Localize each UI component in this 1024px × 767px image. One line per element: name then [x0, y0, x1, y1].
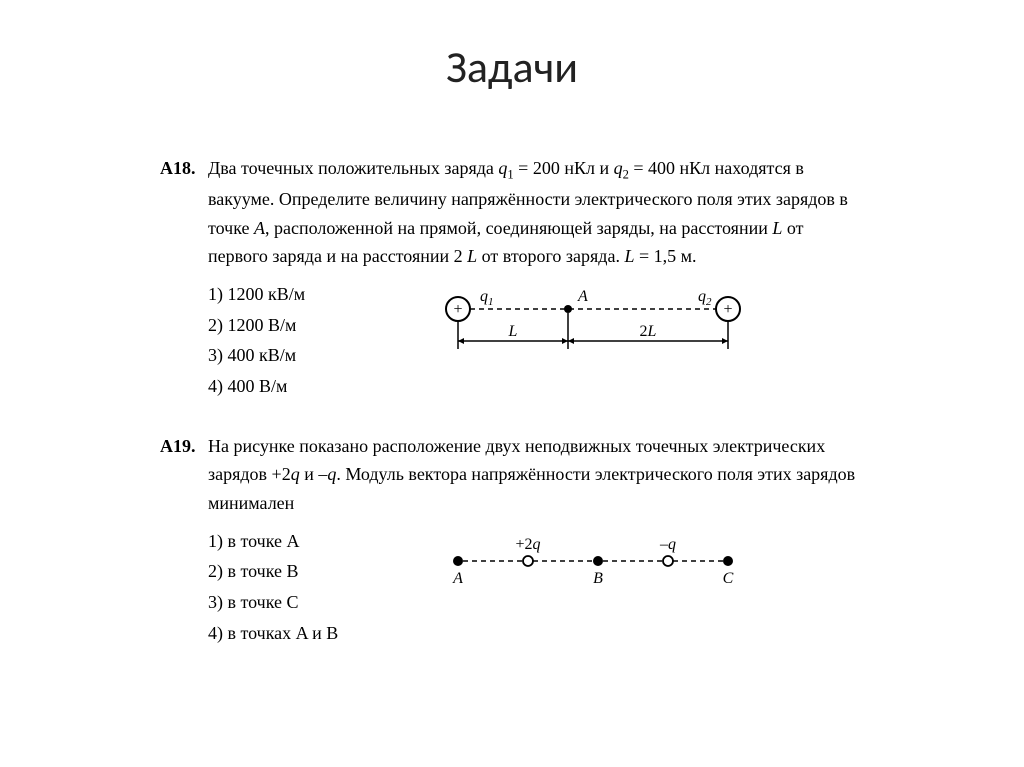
svg-text:+: + — [453, 301, 462, 318]
a18-stem: Два точечных положительных заряда q1 = 2… — [208, 154, 864, 271]
var-L: L — [772, 218, 782, 238]
a18-options: 1) 1200 кВ/м 2) 1200 В/м 3) 400 кВ/м 4) … — [208, 279, 428, 401]
svg-text:q2: q2 — [698, 288, 712, 308]
problem-a19: А19. На рисунке показано расположение дв… — [160, 432, 864, 649]
var-q2: q — [614, 158, 623, 178]
a19-stem: На рисунке показано расположение двух не… — [208, 432, 864, 518]
svg-text:A: A — [577, 288, 588, 305]
page-title: Задачи — [60, 40, 964, 94]
a18-option-1: 1) 1200 кВ/м — [208, 279, 428, 310]
svg-text:L: L — [508, 323, 518, 340]
problem-a18: А18. Два точечных положительных заряда q… — [160, 154, 864, 402]
var-L: L — [624, 246, 634, 266]
svg-text:C: C — [723, 570, 734, 587]
text: = 1,5 м. — [634, 246, 696, 266]
a18-option-2: 2) 1200 В/м — [208, 310, 428, 341]
text: и – — [300, 464, 328, 484]
var-q: q — [327, 464, 336, 484]
a18-option-3: 3) 400 кВ/м — [208, 340, 428, 371]
svg-text:–q: –q — [659, 536, 676, 553]
a19-diagram: +2q –q A B C — [428, 526, 864, 605]
svg-text:q1: q1 — [480, 288, 494, 308]
var-L: L — [467, 246, 477, 266]
a18-option-4: 4) 400 В/м — [208, 371, 428, 402]
text: , расположенной на прямой, соединяющей з… — [265, 218, 772, 238]
text: = 200 нКл и — [514, 158, 614, 178]
a18-number: А18. — [160, 154, 208, 402]
svg-text:+2q: +2q — [515, 536, 540, 553]
text: от второго заряда. — [477, 246, 624, 266]
svg-text:+: + — [723, 301, 732, 318]
svg-text:B: B — [593, 570, 603, 587]
svg-text:A: A — [452, 570, 463, 587]
text: Два точечных положительных заряда — [208, 158, 498, 178]
a19-number: А19. — [160, 432, 208, 649]
var-A: A — [254, 218, 265, 238]
a19-option-2: 2) в точке B — [208, 556, 428, 587]
a19-option-3: 3) в точке C — [208, 587, 428, 618]
a18-diagram: + + q1 Aq2 L 2L — [428, 279, 864, 378]
var-q: q — [291, 464, 300, 484]
a19-option-4: 4) в точках A и B — [208, 618, 428, 649]
a19-options: 1) в точке A 2) в точке B 3) в точке C 4… — [208, 526, 428, 648]
svg-text:2L: 2L — [640, 323, 657, 340]
a19-option-1: 1) в точке A — [208, 526, 428, 557]
